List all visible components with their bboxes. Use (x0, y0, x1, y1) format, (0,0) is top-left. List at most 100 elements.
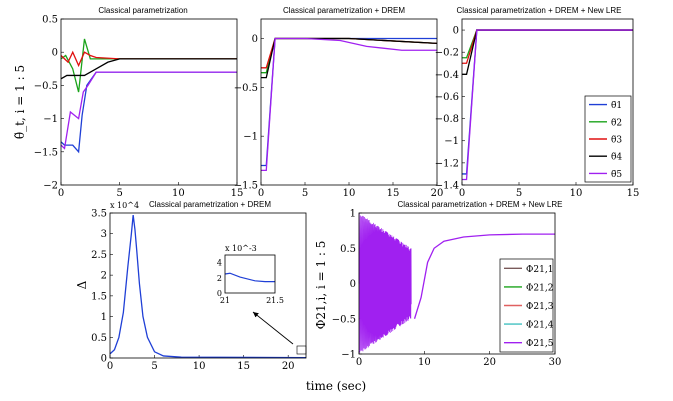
inset-y-tick: 0 (217, 289, 222, 298)
panel5-title: Classical parametrization + DREM + New L… (398, 200, 563, 209)
series-oscillation (358, 213, 412, 353)
y-tick-label: −0.5 (332, 314, 356, 325)
legend-label: θ̃4 (611, 152, 622, 163)
series-line-1 (261, 37, 437, 167)
y-tick-label: −1.4 (435, 181, 459, 192)
y-tick-label: −2 (43, 181, 58, 192)
shared-xlabel: time (sec) (306, 379, 366, 393)
y-tick-label: −1 (341, 350, 356, 361)
series-line-2 (462, 29, 633, 59)
series-line-2 (261, 37, 438, 74)
panel3-title: Classical parametrization + DREM + New L… (457, 6, 622, 15)
panel1-ylabel: θ̃_t, i = 1 : 5 (13, 65, 27, 139)
inset-multiplier: x 10^-3 (225, 244, 257, 253)
y-tick-label: 3 (101, 229, 107, 240)
panel1-title: Classical parametrization (98, 6, 187, 15)
y-tick-label: 0 (252, 34, 258, 45)
panel4-ylabel: Δ (75, 280, 89, 289)
x-tick-label: 15 (387, 188, 400, 199)
y-tick-label: 0.5 (42, 15, 58, 26)
legend-label: Φ21,2 (526, 283, 553, 293)
x-tick-label: 20 (431, 188, 444, 199)
inset-x-tick: 21 (220, 296, 230, 305)
panel5-frame (358, 212, 556, 355)
legend-label: θ̃1 (611, 100, 622, 111)
panel4-frame (109, 212, 307, 359)
y-tick-label: −0.6 (435, 92, 459, 103)
x-tick-label: 5 (151, 361, 157, 372)
series-line-5 (462, 29, 633, 181)
legend-label: θ̃5 (611, 169, 622, 180)
legend-label: θ̃2 (611, 117, 622, 128)
panel5-legend: Φ21,1 Φ21,2 Φ21,3 Φ21,4 Φ21,5 (499, 258, 554, 353)
inset-x-tick: 21.5 (266, 296, 284, 305)
x-tick-label: 0 (258, 188, 264, 199)
series-line-1 (60, 71, 237, 154)
y-tick-label: −1.5 (34, 147, 58, 158)
x-tick-label: 0 (58, 188, 64, 199)
y-tick-label: −1 (444, 136, 459, 147)
x-tick-label: 10 (570, 188, 583, 199)
panel3-legend: θ̃1 θ̃2 θ̃3 θ̃4 θ̃5 (584, 95, 632, 183)
series-line-1 (109, 214, 307, 359)
series-line-5 (60, 71, 237, 150)
inset-line (224, 272, 275, 283)
panel3-frame (461, 18, 634, 186)
panel1-frame (60, 18, 238, 186)
x-tick-label: 0 (356, 357, 362, 368)
panel3-plot: 0 5 10 15 −1.4 −1.2 −1 −0.8 −0.6 −0.4 −0.2 0 (435, 26, 640, 199)
x-tick-label: 5 (516, 188, 522, 199)
x-tick-label: 15 (627, 188, 640, 199)
x-tick-label: 10 (193, 361, 206, 372)
panel4-title: Classical parametrization + DREM (149, 200, 271, 209)
x-tick-label: 10 (343, 188, 356, 199)
y-tick-label: −0.5 (234, 83, 258, 94)
x-tick-label: 20 (282, 361, 295, 372)
y-tick-label: 0 (101, 354, 107, 365)
legend-label: Φ21,1 (526, 265, 553, 275)
series-line-4 (462, 29, 633, 75)
panel5-plot: 0 10 20 30 −1 −0.5 0 0.5 1 (332, 209, 562, 369)
x-tick-label: 10 (418, 357, 431, 368)
inset-y-tick: 2 (217, 274, 222, 283)
series-line-5 (261, 37, 437, 172)
zoom-box (296, 345, 307, 355)
y-tick-label: 2 (101, 271, 107, 282)
legend-label: θ̃3 (611, 135, 622, 146)
x-tick-label: 5 (302, 188, 308, 199)
y-tick-label: −0.2 (435, 48, 459, 59)
x-tick-label: 15 (237, 361, 250, 372)
y-tick-label: 0.5 (340, 244, 356, 255)
y-tick-label: 0 (350, 279, 356, 290)
legend-label: Φ21,3 (526, 302, 554, 312)
x-tick-label: 15 (231, 188, 244, 199)
inset-y-tick: 4 (217, 259, 222, 268)
y-tick-label: −0.8 (435, 114, 459, 125)
y-tick-label: 0 (52, 48, 58, 59)
y-tick-label: 0.5 (91, 333, 107, 344)
x-tick-label: 0 (459, 188, 465, 199)
y-tick-label: 1 (350, 209, 356, 220)
x-tick-label: 20 (483, 357, 496, 368)
y-tick-label: 1.5 (91, 291, 107, 302)
x-tick-label: 5 (116, 188, 122, 199)
series-line-4 (261, 37, 438, 79)
y-tick-label: 2.5 (91, 250, 107, 261)
legend-label: Φ21,5 (526, 339, 554, 349)
y-tick-label: −1.2 (435, 158, 459, 169)
y-tick-label: −0.4 (435, 70, 459, 81)
panel4-inset: 21 21.5 0 2 4 (217, 255, 284, 305)
y-tick-label: −1 (43, 114, 58, 125)
inset-frame (224, 254, 276, 294)
panel4-multiplier: x 10^4 (110, 201, 139, 210)
y-tick-label: −0.5 (34, 81, 58, 92)
y-tick-label: 1 (101, 312, 107, 323)
y-tick-label: 3.5 (91, 209, 107, 220)
x-tick-label: 10 (172, 188, 185, 199)
x-tick-label: 0 (107, 361, 113, 372)
panel5-ylabel: Φ21,i, i = 1 : 5 (314, 241, 328, 330)
panel1-plot: 0 5 10 15 −2 −1.5 −1 −0.5 0 0.5 (34, 15, 244, 200)
panel2-frame (260, 18, 438, 186)
